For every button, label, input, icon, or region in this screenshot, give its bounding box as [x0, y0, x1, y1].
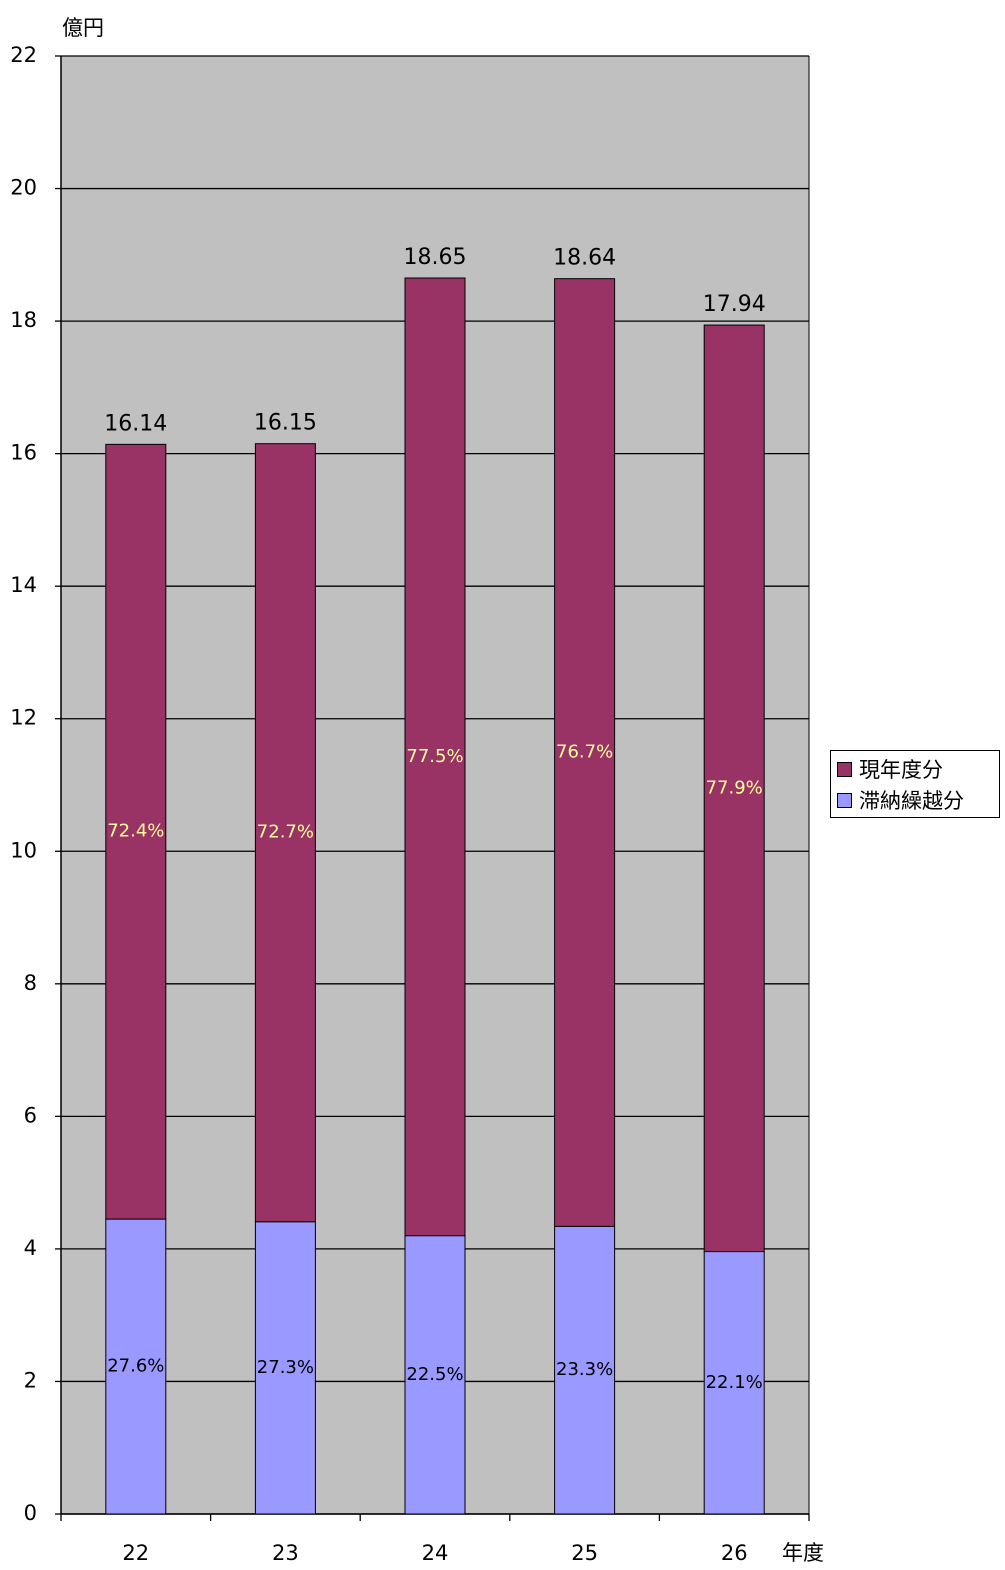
bar-segment	[404, 1235, 466, 1515]
x-tick-label: 24	[422, 1541, 449, 1565]
bar-percent-label: 76.7%	[556, 742, 613, 763]
bar-segment	[254, 443, 316, 1223]
y-tick-label: 10	[10, 838, 37, 862]
y-tick-label: 12	[10, 706, 37, 730]
y-tick-label: 6	[24, 1103, 37, 1127]
y-tick-label: 4	[24, 1236, 37, 1260]
y-tick-label: 8	[24, 971, 37, 995]
y-tick-label: 18	[10, 308, 37, 332]
bar-percent-label: 77.9%	[706, 777, 763, 798]
y-tick-label: 14	[10, 573, 37, 597]
bar-percent-label: 77.5%	[406, 746, 463, 767]
bar-total-label: 16.15	[254, 411, 317, 436]
legend-item-current-year: 現年度分	[837, 754, 943, 784]
bar-segment	[703, 324, 765, 1253]
x-axis-unit-label: 年度	[782, 1541, 824, 1565]
bar-total-label: 18.65	[404, 245, 467, 270]
bar-segment	[105, 443, 167, 1220]
bar-percent-label: 72.4%	[107, 821, 164, 842]
x-tick-label: 23	[272, 1541, 299, 1565]
bar-segment	[254, 1221, 316, 1515]
y-tick-label: 20	[10, 176, 37, 200]
bar-total-label: 18.64	[553, 246, 616, 271]
y-tick-label: 16	[10, 441, 37, 465]
x-tick-label: 25	[571, 1541, 598, 1565]
y-axis-unit-label: 億円	[62, 16, 104, 40]
y-tick-label: 22	[10, 43, 37, 67]
bar-percent-label: 23.3%	[556, 1359, 613, 1380]
y-tick-label: 2	[24, 1368, 37, 1392]
bar-segment	[554, 278, 616, 1227]
bar-total-label: 16.14	[104, 411, 167, 436]
legend-label-arrears: 滞納繰越分	[859, 789, 964, 813]
bar-percent-label: 22.5%	[406, 1364, 463, 1385]
legend: 現年度分 滞納繰越分	[830, 750, 1000, 818]
legend-swatch-arrears	[837, 792, 852, 808]
bar-segment	[404, 277, 466, 1237]
bar-segment	[703, 1251, 765, 1515]
x-tick-label: 26	[721, 1541, 748, 1565]
legend-label-current-year: 現年度分	[859, 758, 943, 782]
legend-item-arrears: 滞納繰越分	[837, 785, 964, 815]
y-tick-label: 0	[24, 1501, 37, 1525]
bar-total-label: 17.94	[703, 292, 766, 317]
bar-percent-label: 27.3%	[257, 1357, 314, 1378]
x-tick-label: 22	[122, 1541, 149, 1565]
bar-percent-label: 22.1%	[706, 1372, 763, 1393]
bar-segment	[105, 1218, 167, 1515]
legend-swatch-current-year	[837, 761, 852, 777]
bar-percent-label: 27.6%	[107, 1356, 164, 1377]
bar-percent-label: 72.7%	[257, 822, 314, 843]
